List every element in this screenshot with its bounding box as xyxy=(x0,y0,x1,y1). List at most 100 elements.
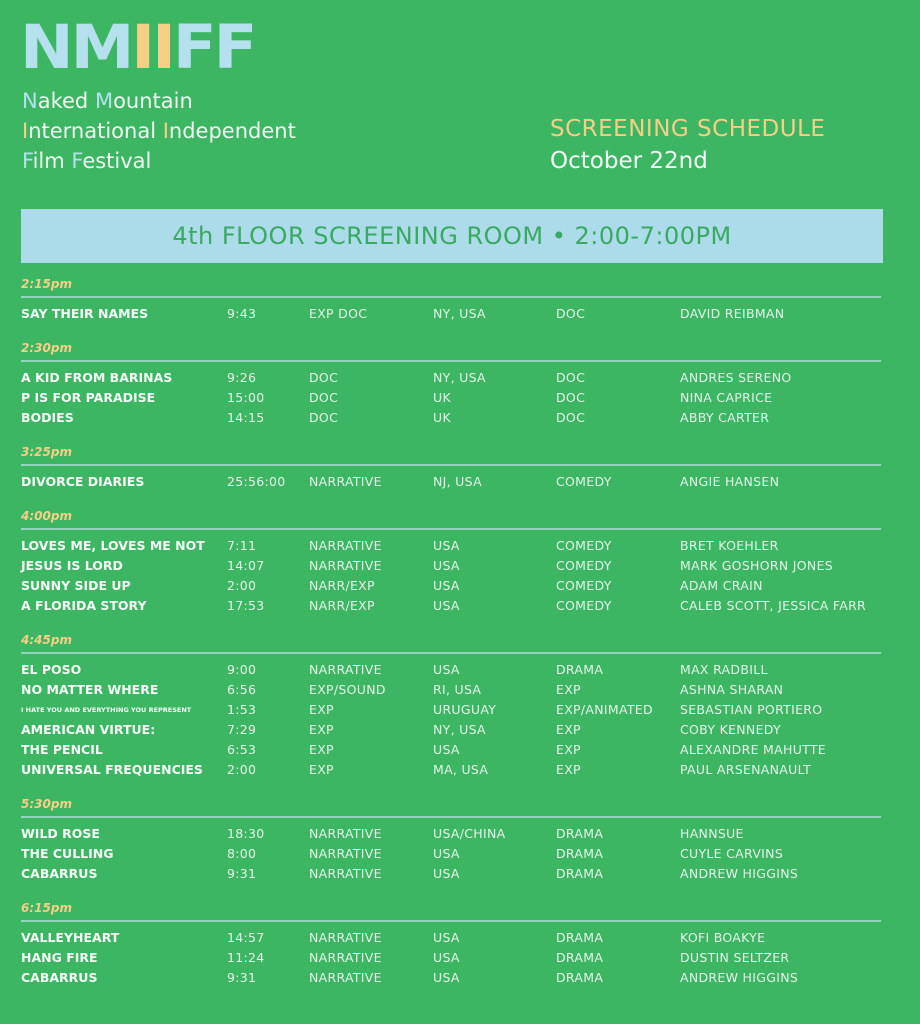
divider xyxy=(21,920,881,922)
director: ASHNA SHARAN xyxy=(680,682,784,697)
genre: EXP xyxy=(556,742,581,757)
time-block: 4:45pm EL POSO 9:00 NARRATIVE USA DRAMA MAX RA… xyxy=(21,630,881,780)
time-slot-label: 4:00pm xyxy=(21,509,72,523)
director: SEBASTIAN PORTIERO xyxy=(680,702,823,717)
format: NARRATIVE xyxy=(309,930,382,945)
runtime: 1:53 xyxy=(227,702,257,717)
table-row: THE PENCIL 6:53 EXP USA EXP ALEXANDRE MAHUTTE xyxy=(21,740,881,760)
format: NARRATIVE xyxy=(309,846,382,861)
location: RI, USA xyxy=(433,682,482,697)
film-title: THE PENCIL xyxy=(21,742,103,757)
runtime: 9:31 xyxy=(227,970,257,985)
location: USA xyxy=(433,598,460,613)
time-block: 4:00pm LOVES ME, LOVES ME NOT 7:11 NARRATIV… xyxy=(21,506,881,616)
format: EXP DOC xyxy=(309,306,368,321)
table-row: UNIVERSAL FREQUENCIES 2:00 EXP MA, USA EXP PA… xyxy=(21,760,881,780)
table-row: LOVES ME, LOVES ME NOT 7:11 NARRATIVE USA CO… xyxy=(21,536,881,556)
logo-letter: M xyxy=(70,12,135,84)
festival-name-segment: aked xyxy=(37,89,95,113)
runtime: 14:57 xyxy=(227,930,265,945)
festival-logo: N M I I F F xyxy=(20,12,257,84)
location: USA xyxy=(433,950,460,965)
schedule-header: SCREENING SCHEDULE October 22nd xyxy=(550,113,825,177)
festival-name-segment: M xyxy=(94,89,114,113)
format: NARRATIVE xyxy=(309,662,382,677)
genre: COMEDY xyxy=(556,558,612,573)
genre: DRAMA xyxy=(556,826,604,841)
table-row: P IS FOR PARADISE 15:00 DOC UK DOC NINA CAPRI… xyxy=(21,388,881,408)
film-title: BODIES xyxy=(21,410,74,425)
director: DUSTIN SELTZER xyxy=(680,950,790,965)
table-row: VALLEYHEART 14:57 NARRATIVE USA DRAMA KOFI BO… xyxy=(21,928,881,948)
festival-name-segment: ilm xyxy=(32,149,72,173)
film-title: CABARRUS xyxy=(21,970,98,985)
director: ANGIE HANSEN xyxy=(680,474,780,489)
divider xyxy=(21,528,881,530)
film-title: SUNNY SIDE UP xyxy=(21,578,131,593)
runtime: 14:15 xyxy=(227,410,265,425)
format: NARRATIVE xyxy=(309,538,382,553)
festival-name-segment: F xyxy=(71,149,83,173)
director: DAVID REIBMAN xyxy=(680,306,785,321)
genre: DOC xyxy=(556,390,586,405)
format: NARRATIVE xyxy=(309,950,382,965)
film-title: JESUS IS LORD xyxy=(21,558,123,573)
format: EXP xyxy=(309,722,334,737)
runtime: 7:29 xyxy=(227,722,257,737)
genre: COMEDY xyxy=(556,474,612,489)
director: PAUL ARSENANAULT xyxy=(680,762,812,777)
time-block: 2:15pm SAY THEIR NAMES 9:43 EXP DOC NY, USA D… xyxy=(21,274,881,324)
director: KOFI BOAKYE xyxy=(680,930,766,945)
location: NY, USA xyxy=(433,722,486,737)
director: MAX RADBILL xyxy=(680,662,768,677)
runtime: 25:56:00 xyxy=(227,474,286,489)
table-row: JESUS IS LORD 14:07 NARRATIVE USA COMEDY MARK… xyxy=(21,556,881,576)
location: USA xyxy=(433,578,460,593)
film-title: LOVES ME, LOVES ME NOT xyxy=(21,538,205,553)
format: NARR/EXP xyxy=(309,598,375,613)
festival-name-segment: ountain xyxy=(113,89,193,113)
schedule-title: SCREENING SCHEDULE xyxy=(550,116,826,142)
format: NARRATIVE xyxy=(309,474,382,489)
logo-letter: I xyxy=(152,12,176,84)
runtime: 6:53 xyxy=(227,742,257,757)
genre: DOC xyxy=(556,370,586,385)
film-title: WILD ROSE xyxy=(21,826,100,841)
festival-name-segment: F xyxy=(22,149,33,173)
location: NJ, USA xyxy=(433,474,482,489)
time-block: 6:15pm VALLEYHEART 14:57 NARRATIVE USA DRAMA K… xyxy=(21,898,881,988)
format: NARRATIVE xyxy=(309,866,382,881)
format: NARRATIVE xyxy=(309,970,382,985)
runtime: 6:56 xyxy=(227,682,257,697)
festival-name-segment: ndependent xyxy=(168,119,296,143)
director: BRET KOEHLER xyxy=(680,538,779,553)
schedule-date: October 22nd xyxy=(550,148,708,174)
genre: DRAMA xyxy=(556,970,604,985)
film-title: VALLEYHEART xyxy=(21,930,120,945)
time-block: 5:30pm WILD ROSE 18:30 NARRATIVE USA/CHINA DR… xyxy=(21,794,881,884)
time-slot-label: 4:45pm xyxy=(21,633,72,647)
runtime: 9:31 xyxy=(227,866,257,881)
table-row: BODIES 14:15 DOC UK DOC ABBY CARTER xyxy=(21,408,881,428)
director: CUYLE CARVINS xyxy=(680,846,784,861)
table-row: EL POSO 9:00 NARRATIVE USA DRAMA MAX RADBILL xyxy=(21,660,881,680)
film-title: A FLORIDA STORY xyxy=(21,598,147,613)
format: EXP xyxy=(309,702,334,717)
director: MARK GOSHORN JONES xyxy=(680,558,834,573)
time-slot-label: 5:30pm xyxy=(21,797,72,811)
festival-name-segment: I xyxy=(22,119,29,143)
genre: EXP xyxy=(556,762,581,777)
divider xyxy=(21,464,881,466)
film-title: THE CULLING xyxy=(21,846,114,861)
festival-name-line: International Independent xyxy=(22,116,296,146)
format: DOC xyxy=(309,410,339,425)
format: NARRATIVE xyxy=(309,558,382,573)
time-block: 3:25pm DIVORCE DIARIES 25:56:00 NARRATIVE NJ… xyxy=(21,442,881,492)
genre: DRAMA xyxy=(556,930,604,945)
location: USA xyxy=(433,662,460,677)
runtime: 9:00 xyxy=(227,662,257,677)
film-title: EL POSO xyxy=(21,662,82,677)
room-banner: 4th FLOOR SCREENING ROOM • 2:00-7:00PM xyxy=(21,209,883,263)
film-title: CABARRUS xyxy=(21,866,98,881)
director: ABBY CARTER xyxy=(680,410,770,425)
